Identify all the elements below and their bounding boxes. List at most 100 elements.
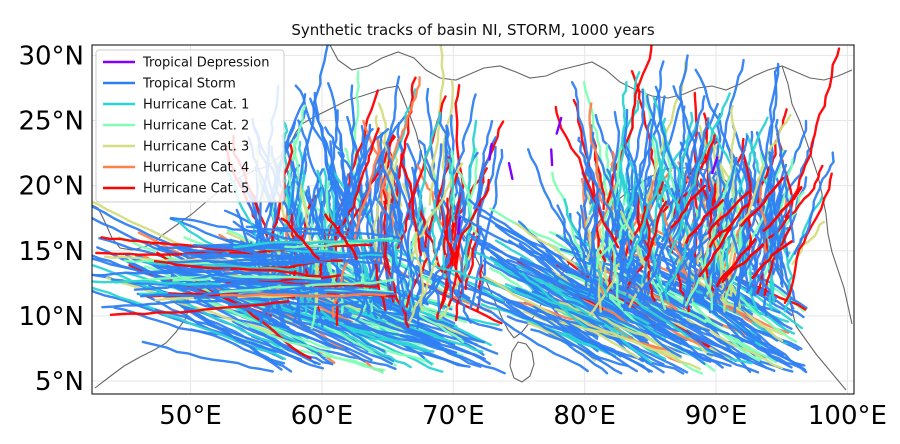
storm-track [473, 182, 484, 259]
storm-track [226, 279, 364, 295]
storm-track [215, 273, 281, 282]
storm-track [557, 301, 675, 353]
storm-track [463, 119, 478, 281]
storm-track [753, 65, 780, 205]
storm-track [394, 320, 484, 353]
storm-track [190, 254, 269, 259]
storm-track [562, 318, 651, 373]
storm-track [231, 320, 321, 366]
storm-track [92, 264, 280, 348]
storm-track [456, 292, 589, 373]
storm-track [586, 196, 599, 300]
storm-track [329, 127, 380, 255]
storm-track [554, 105, 620, 249]
storm-track [288, 161, 296, 216]
storm-track [228, 300, 360, 307]
storm-track [353, 70, 361, 238]
storm-track [595, 208, 634, 270]
storm-tracks [92, 45, 841, 375]
storm-track [109, 300, 290, 316]
storm-track [685, 199, 725, 244]
storm-track [563, 198, 609, 298]
storm-track [437, 125, 450, 251]
storm-track [153, 260, 322, 278]
storm-track [699, 258, 713, 311]
storm-track [768, 62, 780, 217]
storm-track [413, 231, 425, 312]
storm-track [172, 275, 322, 282]
storm-track [652, 134, 690, 245]
storm-track [791, 220, 826, 265]
storm-track [457, 216, 461, 235]
storm-track [763, 222, 794, 296]
map-title: Synthetic tracks of basin NI, STORM, 100… [291, 21, 655, 39]
storm-track [383, 169, 429, 306]
storm-track [711, 247, 724, 306]
storm-track [521, 272, 588, 329]
legend-label: Tropical Depression [142, 56, 269, 71]
storm-track [92, 279, 221, 286]
legend-label: Hurricane Cat. 2 [143, 119, 249, 134]
storm-track [280, 217, 320, 260]
storm-track [550, 148, 554, 167]
storm-track [245, 225, 355, 241]
storm-track [372, 198, 381, 253]
border-north [329, 45, 853, 99]
storm-track [373, 260, 387, 311]
storm-track [100, 236, 246, 252]
storm-track [614, 310, 724, 369]
storm-track [478, 145, 497, 217]
x-tick-label: 70°E [422, 401, 485, 431]
storm-track [666, 283, 761, 362]
storm-track [408, 260, 438, 324]
storm-track [588, 166, 644, 295]
storm-track [400, 153, 422, 256]
storm-track [190, 328, 286, 365]
storm-track [576, 211, 588, 269]
storm-track [783, 172, 833, 304]
storm-track [675, 105, 686, 214]
storm-track [653, 157, 662, 242]
storm-track [708, 203, 750, 248]
storm-track [762, 186, 803, 232]
storm-track [339, 135, 351, 202]
storm-track [292, 45, 329, 215]
storm-track [219, 278, 396, 294]
storm-track [720, 174, 772, 295]
legend-label: Hurricane Cat. 5 [143, 182, 249, 197]
storm-track [756, 108, 788, 204]
storm-track [96, 246, 305, 356]
storm-track [300, 109, 339, 293]
storm-track [280, 120, 291, 210]
plot-frame [91, 44, 855, 395]
storm-track [751, 240, 793, 279]
storm-track [768, 151, 784, 285]
storm-track [664, 243, 687, 294]
storm-track [202, 264, 299, 272]
storm-track [654, 85, 692, 231]
coastline-sri-lanka [509, 341, 535, 383]
storm-track [721, 243, 765, 284]
storm-track [347, 84, 356, 208]
storm-track [445, 197, 454, 267]
storm-track [767, 164, 824, 239]
storm-track [488, 142, 493, 161]
storm-track [469, 148, 504, 310]
storm-track [616, 81, 628, 206]
storm-track [193, 291, 294, 299]
storm-track [454, 231, 476, 322]
legend: Tropical Depression Tropical Storm Hurrica… [95, 49, 285, 203]
storm-track [418, 207, 444, 273]
storm-track [234, 320, 384, 374]
storm-track [623, 136, 676, 293]
storm-track [497, 293, 587, 343]
storm-track [530, 328, 629, 367]
coastline-persian-gulf [295, 85, 399, 133]
storm-track [618, 191, 639, 278]
storm-track [691, 178, 697, 234]
x-tick-label: 50°E [159, 401, 222, 431]
storm-track [661, 136, 698, 243]
y-tick-label: 25°N [18, 107, 84, 137]
storm-track [584, 197, 598, 244]
storm-track [632, 118, 653, 207]
